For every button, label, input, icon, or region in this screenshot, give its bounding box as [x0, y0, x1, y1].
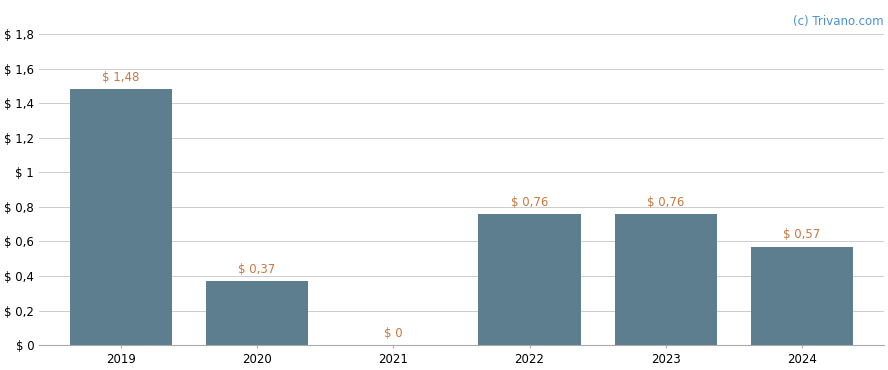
Text: (c) Trivano.com: (c) Trivano.com — [793, 15, 884, 28]
Text: $ 0,76: $ 0,76 — [511, 196, 548, 209]
Text: $ 0,57: $ 0,57 — [783, 228, 821, 242]
Bar — [479, 214, 581, 345]
Text: $ 1,48: $ 1,48 — [102, 71, 139, 84]
Bar — [69, 89, 172, 345]
Text: $ 0: $ 0 — [384, 327, 402, 340]
Text: $ 0,76: $ 0,76 — [647, 196, 685, 209]
Bar — [751, 247, 853, 345]
Bar — [206, 281, 308, 345]
Text: $ 0,37: $ 0,37 — [238, 263, 275, 276]
Bar — [614, 214, 717, 345]
